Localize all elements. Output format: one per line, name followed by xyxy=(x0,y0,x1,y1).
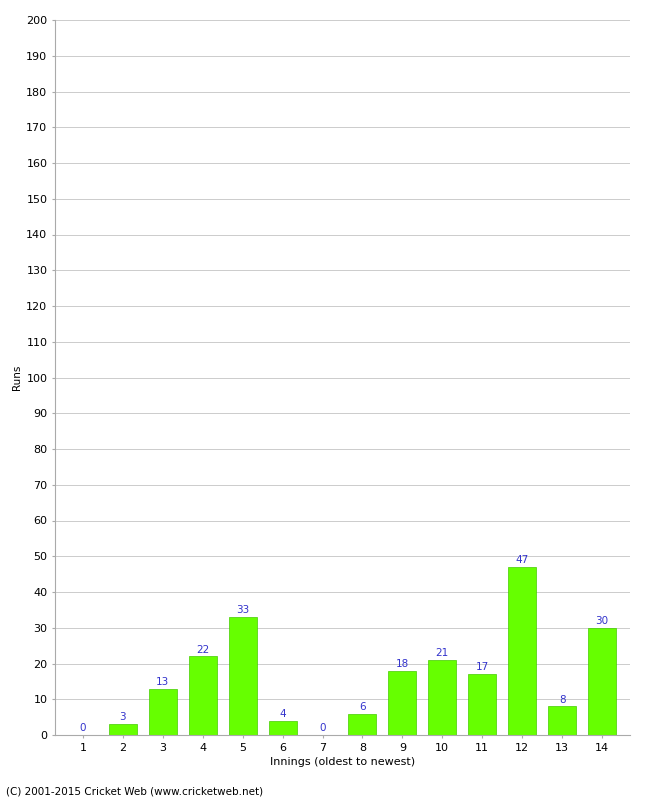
Bar xyxy=(348,714,376,735)
Text: (C) 2001-2015 Cricket Web (www.cricketweb.net): (C) 2001-2015 Cricket Web (www.cricketwe… xyxy=(6,786,264,796)
Bar xyxy=(468,674,496,735)
Bar xyxy=(268,721,296,735)
Bar xyxy=(548,706,576,735)
Bar xyxy=(188,656,216,735)
Text: 0: 0 xyxy=(80,723,86,734)
Y-axis label: Runs: Runs xyxy=(12,365,22,390)
Bar xyxy=(428,660,456,735)
Text: 0: 0 xyxy=(319,723,326,734)
Text: 22: 22 xyxy=(196,645,209,654)
Bar xyxy=(149,689,177,735)
Text: 6: 6 xyxy=(359,702,366,712)
Text: 3: 3 xyxy=(120,713,126,722)
Text: 17: 17 xyxy=(476,662,489,673)
Bar xyxy=(229,617,257,735)
Text: 4: 4 xyxy=(280,709,286,719)
Text: 13: 13 xyxy=(156,677,170,686)
Text: 30: 30 xyxy=(595,616,608,626)
Bar xyxy=(588,628,616,735)
X-axis label: Innings (oldest to newest): Innings (oldest to newest) xyxy=(270,757,415,767)
Bar xyxy=(109,724,137,735)
Text: 18: 18 xyxy=(396,659,409,669)
Text: 33: 33 xyxy=(236,606,250,615)
Text: 21: 21 xyxy=(436,648,449,658)
Bar xyxy=(508,567,536,735)
Bar xyxy=(389,670,417,735)
Text: 8: 8 xyxy=(559,694,566,705)
Text: 47: 47 xyxy=(515,555,529,565)
